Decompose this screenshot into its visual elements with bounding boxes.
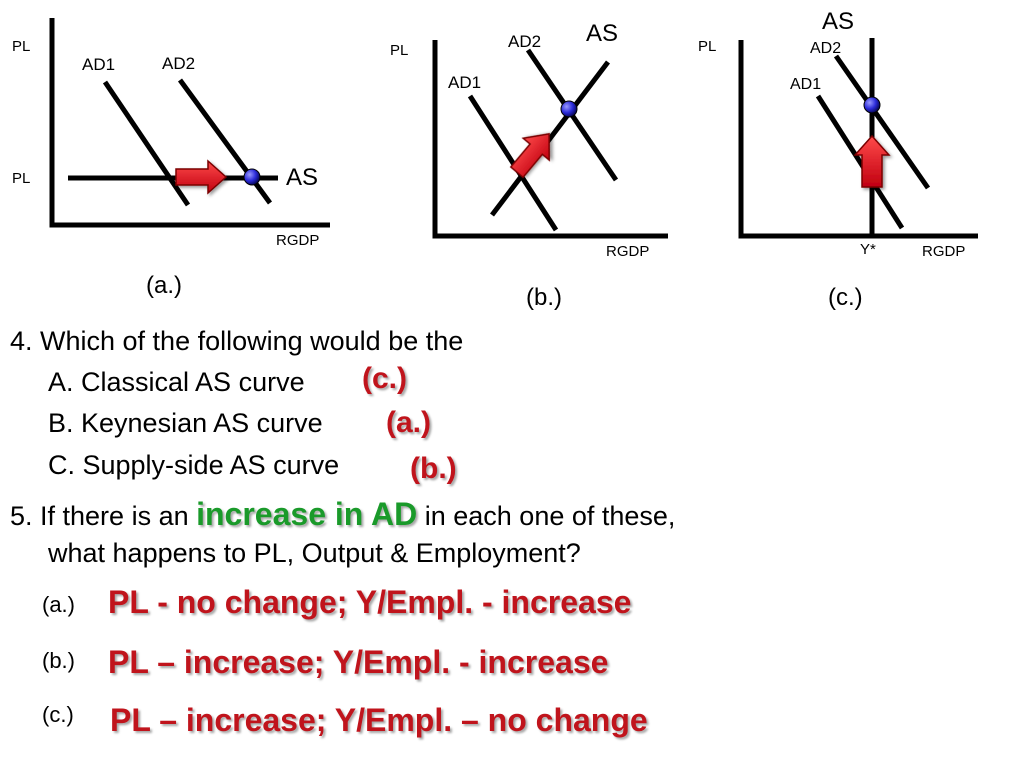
question4-answer-c: (b.): [410, 452, 457, 485]
diagram-b-axes: [432, 40, 668, 239]
question5-suffix: in each one of these,: [417, 501, 676, 531]
diagram-a-ad1-line: [102, 80, 191, 207]
answer5-b-label: (b.): [42, 648, 75, 673]
diagram-b-equilibrium-dot: [560, 100, 578, 118]
diagram-a-caption: (a.): [146, 272, 182, 299]
diagram-b-x-label: RGDP: [606, 243, 650, 260]
diagram-b-as-line: [490, 60, 610, 217]
diagram-c-x-label: RGDP: [922, 243, 966, 260]
diagram-c-caption: (c.): [828, 284, 863, 311]
diagram-c-ad2-label: AD2: [810, 40, 842, 57]
diagram-c-equilibrium-dot: [863, 96, 881, 114]
diagram-a-equilibrium-dot: [243, 168, 261, 186]
diagram-c-shift-arrow: [853, 134, 891, 188]
question5-highlight: increase in AD: [196, 496, 418, 532]
answer5-b-text: PL – increase; Y/Empl. - increase: [108, 644, 609, 680]
answer5-c-label: (c.): [42, 702, 74, 727]
diagram-c-as-label: AS: [822, 8, 855, 35]
diagram-b: [432, 40, 668, 239]
diagram-c-y-label: PL: [698, 38, 717, 55]
diagram-a-x-label: RGDP: [276, 232, 320, 249]
question4-option-b: B. Keynesian AS curve: [48, 408, 323, 438]
diagram-b-ad2-label: AD2: [508, 32, 542, 51]
diagram-a-y-label: PL: [12, 38, 31, 55]
diagram-c-axes: [738, 40, 978, 239]
diagrams-area: [49, 18, 978, 239]
question4-answer-a: (c.): [362, 362, 407, 395]
question5-line2: what happens to PL, Output & Employment?: [48, 538, 581, 568]
diagram-a-axes: [49, 18, 330, 228]
diagram-a-ad2-label: AD2: [162, 54, 196, 73]
question4-option-c: C. Supply-side AS curve: [48, 450, 340, 480]
question5-prefix: 5. If there is an: [10, 501, 197, 531]
question5-line1: 5. If there is an increase in AD in each…: [10, 496, 675, 533]
diagram-b-shift-arrow: [509, 132, 550, 179]
question4-option-a: A. Classical AS curve: [48, 367, 305, 397]
diagram-b-caption: (b.): [526, 284, 562, 311]
question4-prompt: 4. Which of the following would be the: [10, 326, 464, 356]
diagram-a: [49, 18, 330, 228]
diagram-a-pl-level-label: PL: [12, 170, 31, 187]
diagram-c: [738, 38, 978, 239]
diagram-c-full-employment-label: Y*: [860, 241, 876, 258]
answer5-c-text: PL – increase; Y/Empl. – no change: [110, 702, 648, 738]
diagram-a-ad1-label: AD1: [82, 55, 116, 74]
answer5-a-text: PL - no change; Y/Empl. - increase: [108, 584, 632, 620]
diagram-b-ad1-label: AD1: [448, 73, 482, 92]
diagram-a-shift-arrow: [175, 159, 228, 195]
diagram-b-as-label: AS: [586, 20, 619, 47]
diagram-c-ad1-label: AD1: [790, 76, 822, 93]
answer5-a-label: (a.): [42, 592, 75, 617]
diagram-c-ad2-line: [833, 54, 931, 190]
diagram-b-y-label: PL: [390, 42, 409, 59]
diagram-a-as-label: AS: [286, 164, 319, 191]
diagram-c-ad1-line: [815, 94, 905, 230]
diagram-b-ad1-line: [467, 94, 559, 232]
question4-answer-b: (a.): [386, 406, 431, 439]
